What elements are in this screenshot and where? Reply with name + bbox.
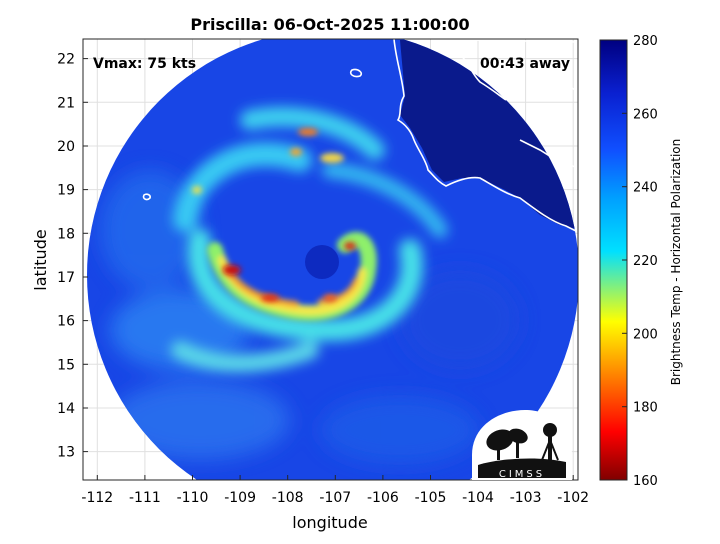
colorbar-tick-label: 260	[633, 107, 658, 122]
x-tick-label: -106	[367, 490, 399, 506]
colorbar-tick-label: 200	[633, 327, 658, 342]
y-axis-label: latitude	[31, 229, 50, 290]
x-tick-label: -110	[177, 490, 209, 506]
x-tick-label: -103	[510, 490, 542, 506]
x-axis-ticks: -112 -111 -110 -109 -108 -107 -106 -105 -104 -103…	[81, 475, 589, 506]
x-tick-label: -108	[272, 490, 304, 506]
time-away-label: 00:43 away	[480, 56, 570, 72]
y-tick-label: 18	[57, 226, 75, 242]
colorbar-tick-label: 240	[633, 181, 658, 196]
y-axis-ticks: 13 14 15 16 17 18 19 20 21 22	[57, 52, 88, 461]
storm-eye	[305, 245, 339, 279]
colorbar-tick-label: 160	[633, 474, 658, 489]
y-tick-label: 16	[57, 314, 75, 330]
y-tick-label: 14	[57, 401, 75, 417]
cimss-logo-text: CIMSS	[499, 469, 545, 480]
x-tick-label: -112	[81, 490, 113, 506]
y-tick-label: 15	[57, 357, 75, 373]
y-tick-label: 19	[57, 183, 75, 199]
x-tick-label: -102	[557, 490, 589, 506]
x-axis-label: longitude	[292, 513, 367, 532]
cimss-logo: CIMSS	[472, 410, 572, 480]
x-tick-label: -105	[415, 490, 447, 506]
axes-frame	[82, 38, 579, 481]
colorbar-tick-label: 180	[633, 401, 658, 416]
colorbar-label: Brightness Temp - Horizontal Polarizatio…	[669, 139, 683, 386]
y-tick-label: 13	[57, 445, 75, 461]
x-tick-label: -109	[224, 490, 256, 506]
colorbar-tick-label: 280	[633, 34, 658, 49]
colorbar: 160 180 200 220 240 260 280 Brightness Temp - …	[599, 34, 683, 489]
x-tick-label: -107	[319, 490, 351, 506]
y-tick-label: 17	[57, 270, 75, 286]
x-tick-label: -111	[129, 490, 161, 506]
y-tick-label: 20	[57, 139, 75, 155]
colorbar-ticks: 160 180 200 220 240 260 280	[622, 34, 658, 489]
y-tick-label: 22	[57, 52, 75, 68]
coastline	[142, 39, 578, 233]
colorbar-tick-label: 220	[633, 254, 658, 269]
x-tick-label: -104	[462, 490, 494, 506]
vmax-label: Vmax: 75 kts	[93, 56, 196, 72]
y-tick-label: 21	[57, 95, 75, 111]
chart-title: Priscilla: 06-Oct-2025 11:00:00	[190, 15, 469, 34]
